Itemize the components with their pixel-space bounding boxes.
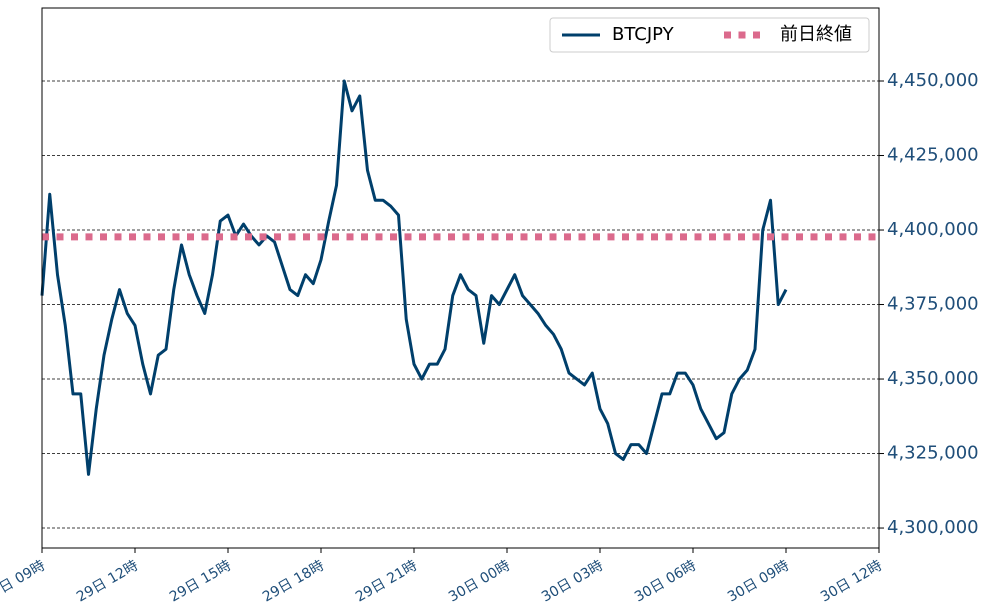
y-tick-label: 4,425,000 [887,145,979,166]
x-tick-label: 30日 00時 [446,558,513,606]
plot-frame [41,7,880,549]
x-tick-label: 30日 09時 [725,558,792,606]
price-line [40,79,788,476]
x-tick-label: 29日 18時 [260,558,327,606]
x-tick-label: 29日 09時 [0,558,48,606]
y-tick-label: 4,350,000 [887,368,979,389]
legend-box [549,17,870,53]
y-tick-label: 4,375,000 [887,294,979,315]
x-tick-label: 30日 03時 [539,558,606,606]
legend-label: BTCJPY [612,24,675,45]
legend-label: 前日終値 [780,24,852,45]
y-tick-label: 4,300,000 [887,517,979,538]
legend: BTCJPY 前日終値 [549,17,870,53]
y-tick-label: 4,450,000 [887,70,979,91]
x-tick-label: 30日 12時 [818,558,885,606]
x-tick-label: 29日 21時 [353,558,420,606]
y-tick-label: 4,325,000 [887,443,979,464]
x-tick-label: 29日 15時 [167,558,234,606]
x-tick-label: 30日 06時 [632,558,699,606]
x-tick-label: 29日 12時 [74,558,141,606]
y-tick-label: 4,400,000 [887,219,979,240]
